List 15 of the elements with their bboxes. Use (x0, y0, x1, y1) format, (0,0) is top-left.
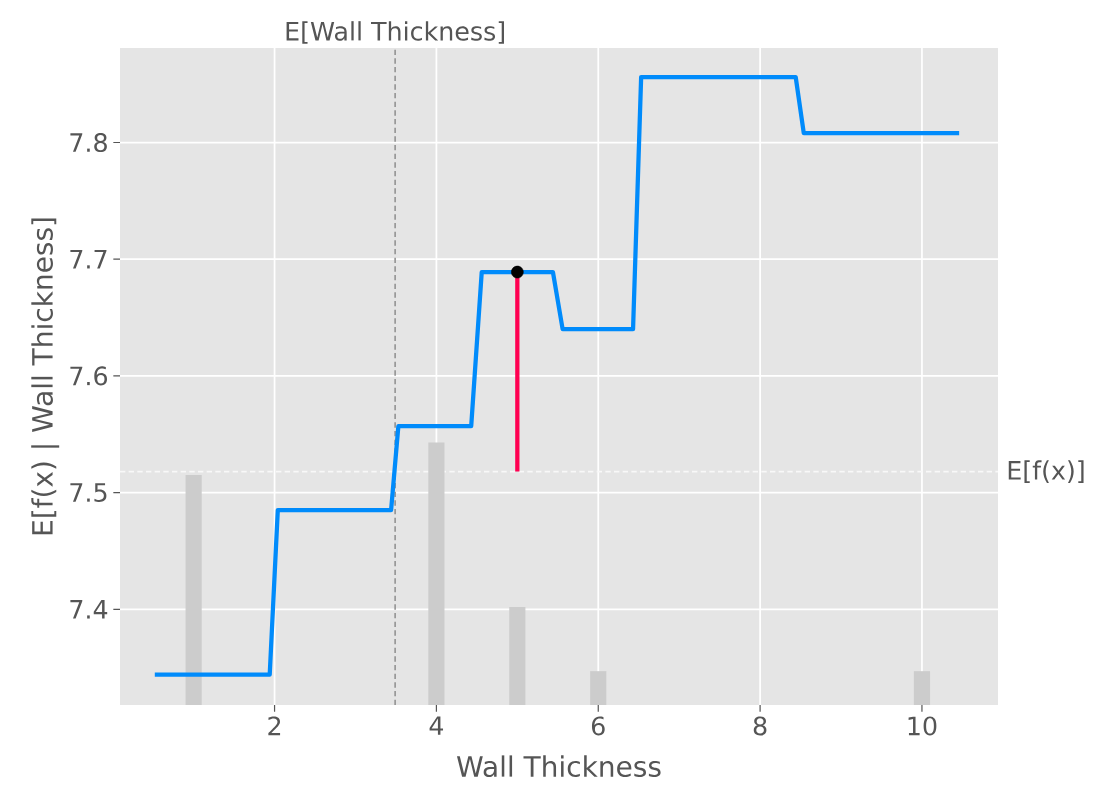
y-axis-title: E[f(x) | Wall Thickness] (31, 218, 60, 535)
x-tick-label: 4 (429, 716, 444, 735)
y-tick-label: 7.7 (70, 249, 107, 269)
y-tick-label: 7.4 (70, 600, 108, 619)
ref-line-label: E[f(x)] (1008, 460, 1084, 483)
ref-line-label: E[Wall Thickness] (286, 21, 504, 44)
x-tick-label: 2 (268, 716, 281, 736)
x-tick-label: 6 (591, 716, 605, 736)
y-tick-label: 7.6 (70, 366, 108, 386)
x-axis-title: Wall Thickness (456, 755, 661, 778)
x-tick-label: 8 (753, 716, 767, 736)
x-tick-label: 10 (908, 716, 937, 736)
line-series (152, 75, 962, 677)
y-tick-label: 7.5 (70, 483, 107, 503)
y-tick-label: 7.8 (70, 132, 107, 153)
